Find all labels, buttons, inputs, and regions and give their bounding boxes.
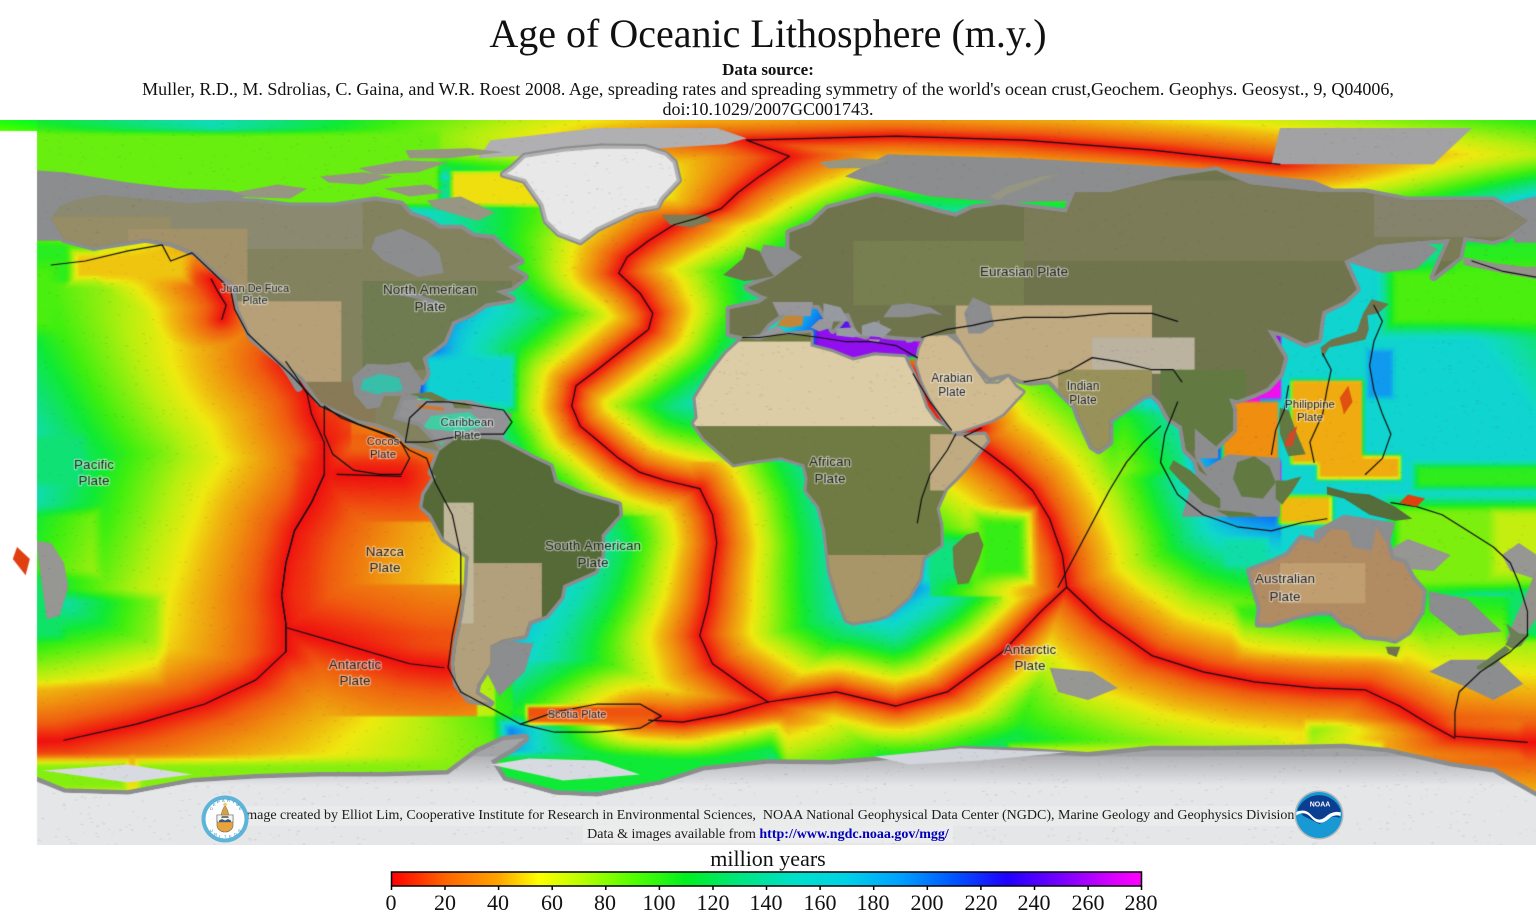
svg-text:U: U xyxy=(210,828,213,833)
svg-text:20: 20 xyxy=(434,890,456,915)
svg-text:E: E xyxy=(213,802,216,807)
svg-text:N: N xyxy=(214,832,217,837)
svg-text:120: 120 xyxy=(697,890,730,915)
svg-text:R: R xyxy=(227,798,230,803)
svg-text:280: 280 xyxy=(1125,890,1158,915)
svg-text:240: 240 xyxy=(1018,890,1051,915)
svg-text:60: 60 xyxy=(541,890,563,915)
svg-text:100: 100 xyxy=(643,890,676,915)
svg-text:80: 80 xyxy=(594,890,616,915)
svg-text:S: S xyxy=(238,828,241,833)
svg-text:NOAA: NOAA xyxy=(1310,802,1331,809)
svg-text:I: I xyxy=(219,834,220,839)
svg-text:P: P xyxy=(217,800,220,805)
svg-text:140: 140 xyxy=(750,890,783,915)
svg-text:M: M xyxy=(236,802,239,807)
svg-text:T: T xyxy=(232,800,235,805)
svg-text:200: 200 xyxy=(911,890,944,915)
svg-text:E: E xyxy=(229,834,232,839)
svg-text:D: D xyxy=(210,806,213,811)
svg-text:260: 260 xyxy=(1072,890,1105,915)
svg-text:0: 0 xyxy=(386,890,397,915)
svg-text:220: 220 xyxy=(965,890,998,915)
svg-text:T: T xyxy=(224,834,227,839)
svg-text:40: 40 xyxy=(487,890,509,915)
svg-text:180: 180 xyxy=(857,890,890,915)
svg-text:E: E xyxy=(239,806,242,811)
svg-text:160: 160 xyxy=(804,890,837,915)
svg-text:D: D xyxy=(234,832,237,837)
svg-text:A: A xyxy=(222,798,225,803)
